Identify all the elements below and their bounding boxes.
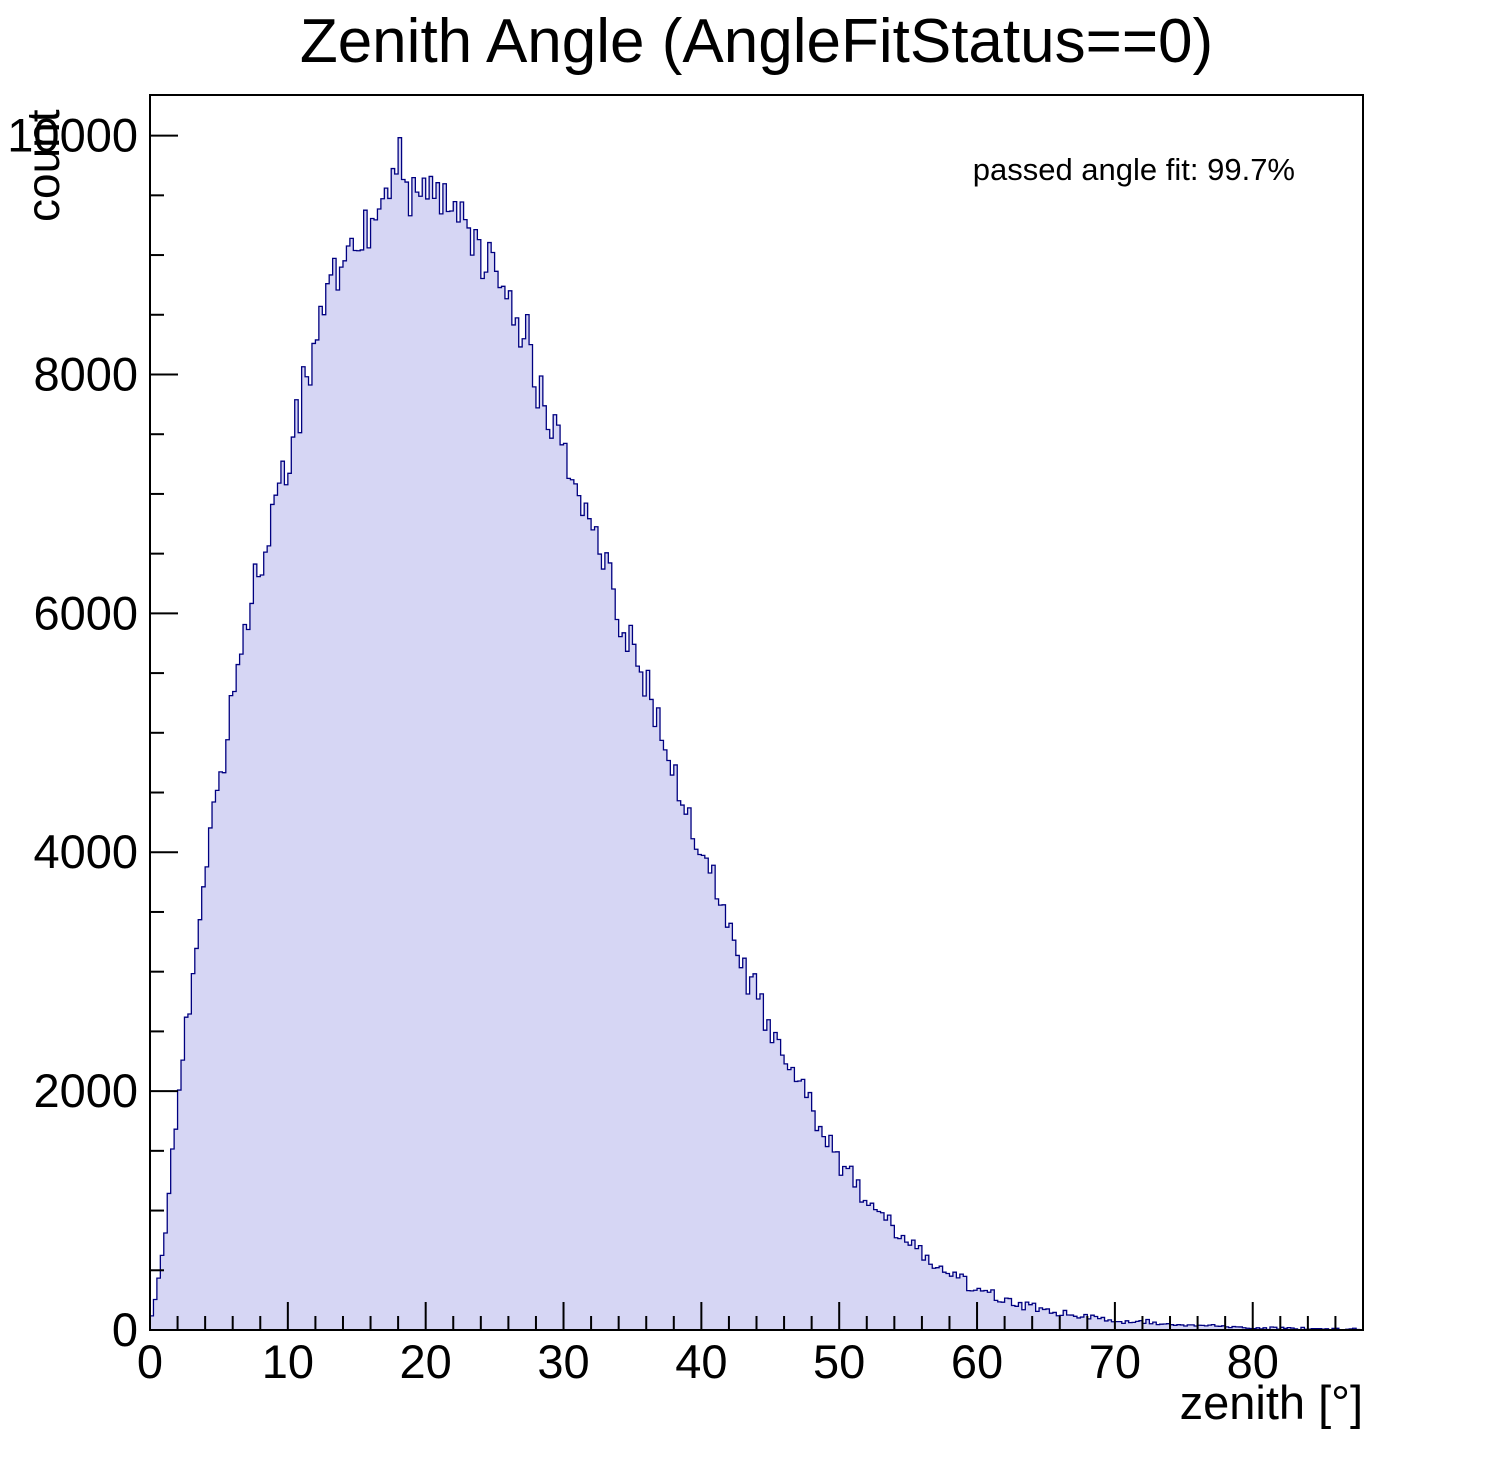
x-tick-label: 60: [951, 1335, 1003, 1388]
x-tick-label: 70: [1089, 1335, 1141, 1388]
x-tick-label: 40: [675, 1335, 727, 1388]
x-tick-label: 50: [813, 1335, 865, 1388]
passed-fit-annotation: passed angle fit: 99.7%: [972, 152, 1295, 187]
histogram-outline: [149, 137, 1364, 1331]
y-tick-label: 4000: [33, 825, 138, 878]
y-axis-title: count: [17, 109, 69, 222]
y-tick-label: 8000: [33, 347, 138, 400]
histogram-fill: [150, 137, 1363, 1331]
x-tick-label: 0: [137, 1335, 163, 1388]
x-tick-label: 30: [537, 1335, 589, 1388]
y-tick-label: 6000: [33, 586, 138, 639]
x-tick-label: 10: [262, 1335, 314, 1388]
x-tick-label: 20: [400, 1335, 452, 1388]
y-tick-label: 2000: [33, 1064, 138, 1117]
plot-title: Zenith Angle (AngleFitStatus==0): [299, 7, 1214, 76]
y-tick-label: 10000: [7, 109, 138, 162]
y-tick-label: 0: [112, 1303, 138, 1356]
x-axis-title: zenith [°]: [1179, 1376, 1363, 1429]
x-tick-label: 80: [1227, 1335, 1279, 1388]
